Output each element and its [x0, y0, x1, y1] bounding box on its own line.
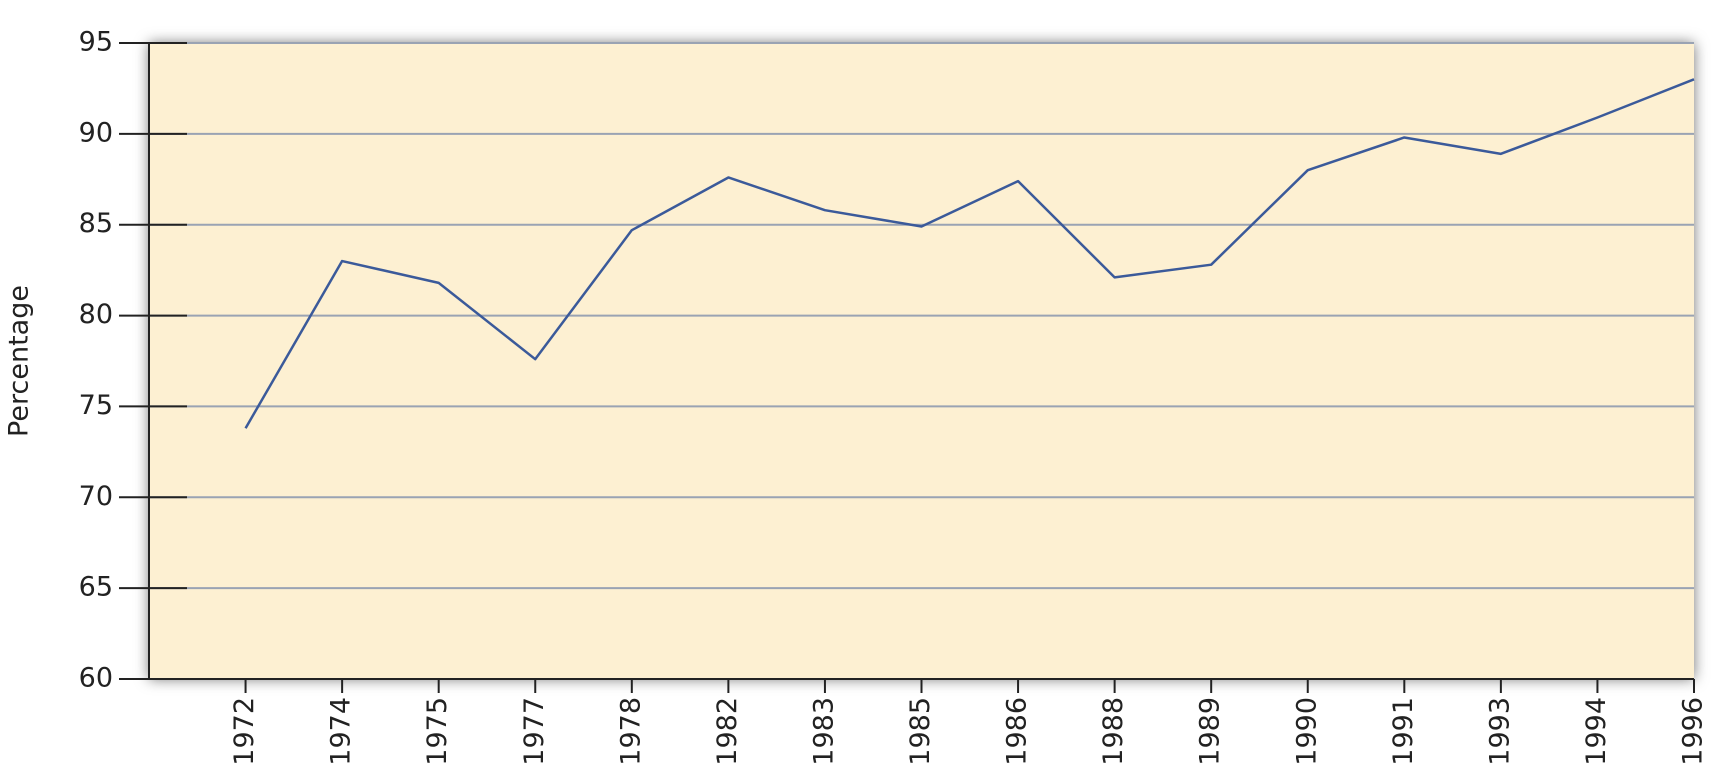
x-tick-label: 1986: [1002, 697, 1033, 766]
x-tick-label: 1989: [1195, 697, 1226, 766]
x-tick-label: 1974: [326, 697, 357, 766]
x-tick-label: 1972: [229, 697, 260, 766]
x-tick-label: 1983: [808, 697, 839, 766]
x-tick-label: 1994: [1581, 697, 1612, 766]
y-tick-label: 90: [79, 117, 113, 148]
x-tick-label: 1988: [1098, 697, 1129, 766]
x-tick-label: 1991: [1388, 697, 1419, 766]
y-tick-label: 70: [79, 481, 113, 512]
y-tick-label: 65: [79, 572, 113, 603]
line: [244, 78, 1695, 429]
x-tick-label: 1990: [1291, 697, 1322, 766]
x-tick-label: 1982: [712, 697, 743, 766]
y-tick-label: 95: [79, 27, 113, 58]
x-tick-label: 1996: [1678, 697, 1709, 766]
x-tick-label: 1978: [615, 697, 646, 766]
plot-area: [149, 43, 1694, 679]
y-tick-label: 60: [79, 663, 113, 694]
y-tick-label: 80: [79, 299, 113, 330]
x-tick-label: 1993: [1484, 697, 1515, 766]
x-tick-label: 1975: [422, 697, 453, 766]
y-tick-label: 85: [79, 208, 113, 239]
y-tick-label: 75: [79, 390, 113, 421]
x-tick-label: 1985: [905, 697, 936, 766]
x-tick-label: 1977: [519, 697, 550, 766]
y-axis-label: Percentage: [4, 285, 35, 437]
